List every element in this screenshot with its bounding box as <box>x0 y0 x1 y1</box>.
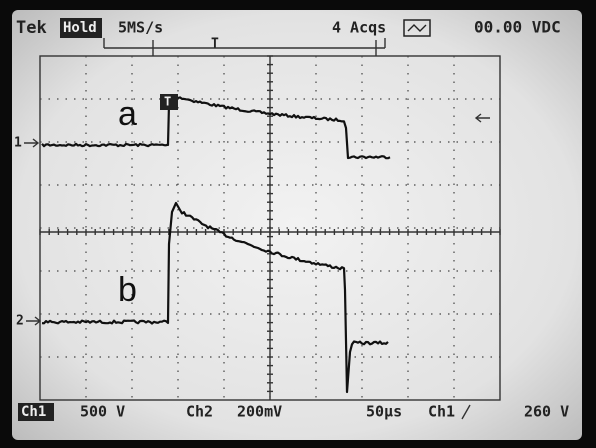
timebase: 50µs <box>366 403 402 421</box>
mode: Hold <box>63 20 97 36</box>
ch1-scale: 500 V <box>80 403 125 421</box>
trigger-marker: T <box>164 95 171 109</box>
trigger-level: 260 V <box>524 403 569 421</box>
label-b: b <box>118 271 137 309</box>
page: Tek Hold 5MS/s T 4 Acqs 00.00 VDC a b 1 … <box>0 0 596 448</box>
trigger-source: Ch1 <box>428 403 455 421</box>
label-a: a <box>118 95 137 133</box>
ch2-marker: 2 <box>16 314 24 329</box>
brand: Tek <box>16 18 47 38</box>
readout: 00.00 VDC <box>474 18 561 37</box>
acquisitions: 4 Acqs <box>332 19 386 37</box>
ch1-marker: 1 <box>14 136 22 151</box>
ch2-scale: 200mV <box>237 403 282 421</box>
ch1-name: Ch1 <box>21 404 46 420</box>
ch2-name: Ch2 <box>186 403 213 421</box>
trigger-position: T <box>211 37 219 52</box>
sample-rate: 5MS/s <box>118 19 163 37</box>
screen <box>12 10 582 440</box>
oscilloscope-screen: Tek Hold 5MS/s T 4 Acqs 00.00 VDC a b 1 … <box>0 0 596 448</box>
